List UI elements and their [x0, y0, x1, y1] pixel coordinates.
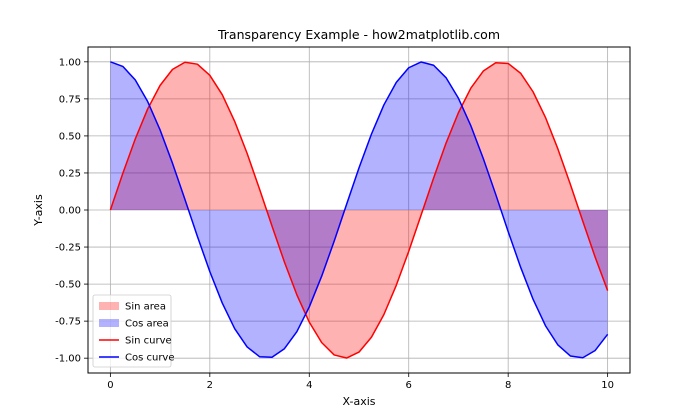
legend-swatch-cos-area — [99, 319, 119, 327]
x-tick-label: 10 — [601, 380, 614, 391]
x-tick-label: 4 — [306, 380, 312, 391]
grid — [88, 47, 630, 373]
legend-label-cos-area: Cos area — [125, 319, 169, 330]
x-tick-label: 2 — [207, 380, 213, 391]
legend-swatch-sin-area — [99, 302, 119, 310]
x-tick-label: 0 — [107, 380, 113, 391]
y-tick-label: -0.25 — [55, 243, 81, 254]
y-axis-ticks: 1.00 0.75 0.50 0.25 0.00 -0.25 -0.50 -0.75 -1.00 — [55, 57, 88, 365]
y-tick-label: 0.00 — [59, 206, 81, 217]
legend-label-sin-area: Sin area — [125, 302, 166, 313]
x-axis-label: X-axis — [343, 395, 376, 408]
x-axis-ticks: 0 2 4 6 8 10 — [107, 373, 614, 391]
legend-label-sin-curve: Sin curve — [125, 336, 172, 347]
series-lines — [109, 61, 609, 359]
y-tick-label: 0.75 — [59, 94, 81, 105]
x-tick-label: 8 — [505, 380, 511, 391]
y-tick-label: 1.00 — [59, 57, 81, 68]
chart-title: Transparency Example - how2matplotlib.co… — [217, 27, 500, 42]
x-tick-label: 6 — [406, 380, 412, 391]
series-line-cos-curve — [110, 61, 609, 359]
legend: Sin area Cos area Sin curve Cos curve — [92, 294, 175, 368]
area-fill-cos-area — [110, 61, 608, 358]
legend-label-cos-curve: Cos curve — [125, 353, 175, 364]
area-fill-sin-area — [110, 62, 608, 359]
plot-area: 0 2 4 6 8 10 1.00 0.75 0.50 0.25 0.00 -0.25 -0.50 -0… — [55, 46, 631, 391]
y-tick-label: 0.50 — [59, 131, 81, 142]
legend-box — [92, 294, 172, 368]
y-axis-label: Y-axis — [32, 194, 45, 227]
y-tick-label: -0.75 — [55, 317, 81, 328]
series-line-sin-curve — [109, 61, 609, 359]
y-tick-label: -1.00 — [55, 354, 81, 365]
area-fills — [110, 61, 608, 359]
y-tick-label: 0.25 — [59, 168, 81, 179]
y-tick-label: -0.50 — [55, 280, 81, 291]
